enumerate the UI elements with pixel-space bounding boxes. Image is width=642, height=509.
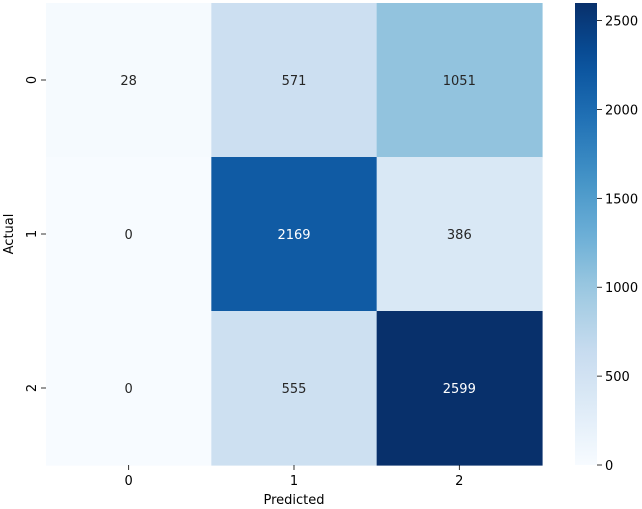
colorbar: 0 500 1000 1500 2000 2500 — [575, 3, 638, 474]
cell-value-r2-c0: 0 — [125, 382, 133, 397]
colorbar-tick-label-2: 1000 — [605, 281, 638, 296]
x-tick-label-0: 0 — [125, 474, 133, 489]
x-tick-label-1: 1 — [290, 474, 298, 489]
cell-value-r2-c1: 555 — [282, 382, 307, 397]
heatmap-cell-r1-c0 — [46, 157, 212, 312]
y-axis-ticks: 0 1 2 — [25, 76, 46, 392]
x-axis-ticks: 0 1 2 — [125, 465, 463, 489]
heatmap-cells — [46, 3, 543, 466]
cell-value-r1-c2: 386 — [447, 228, 472, 243]
colorbar-tick-label-3: 1500 — [605, 192, 638, 207]
heatmap-cell-r1-c2 — [376, 157, 543, 312]
cell-value-r2-c2: 2599 — [443, 382, 476, 397]
heatmap-cell-r2-c1 — [211, 311, 378, 466]
cell-value-r0-c2: 1051 — [443, 74, 476, 89]
heatmap-cell-r0-c2 — [376, 3, 543, 158]
cell-value-r0-c0: 28 — [120, 74, 137, 89]
y-tick-label-1: 1 — [25, 230, 40, 238]
cell-value-r1-c1: 2169 — [277, 228, 310, 243]
heatmap-cell-r2-c0 — [46, 311, 212, 466]
y-axis-label: Actual — [2, 214, 17, 255]
colorbar-gradient — [575, 3, 597, 465]
y-tick-label-0: 0 — [25, 76, 40, 84]
heatmap-cell-r1-c1 — [211, 157, 378, 312]
heatmap-cell-r0-c1 — [211, 3, 378, 158]
y-tick-label-2: 2 — [25, 384, 40, 392]
cell-value-r0-c1: 571 — [282, 74, 307, 89]
colorbar-tick-label-1: 500 — [605, 370, 630, 385]
colorbar-tick-label-5: 2500 — [605, 15, 638, 30]
heatmap-cell-r0-c0 — [46, 3, 212, 158]
colorbar-tick-label-0: 0 — [605, 459, 613, 474]
cell-value-r1-c0: 0 — [125, 228, 133, 243]
x-axis-label: Predicted — [263, 493, 324, 508]
heatmap-cell-labels: 28 571 1051 0 2169 386 0 555 2599 — [120, 74, 475, 397]
heatmap-cell-r2-c2 — [376, 311, 543, 466]
x-tick-label-2: 2 — [455, 474, 463, 489]
colorbar-tick-label-4: 2000 — [605, 103, 638, 118]
